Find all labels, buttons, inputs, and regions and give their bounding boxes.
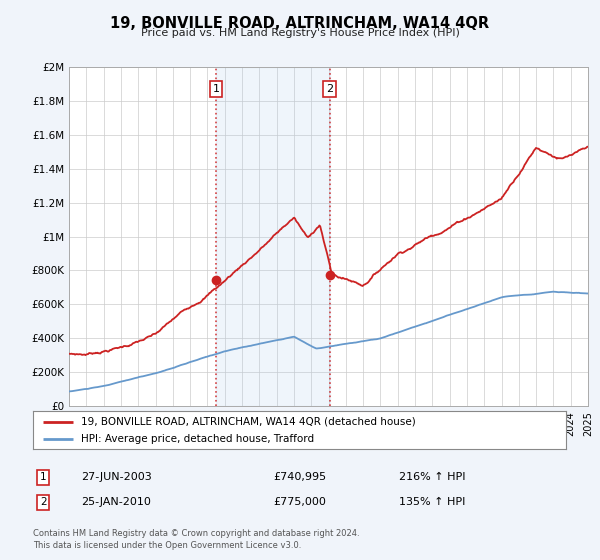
Text: £775,000: £775,000 [273, 497, 326, 507]
Text: Price paid vs. HM Land Registry's House Price Index (HPI): Price paid vs. HM Land Registry's House … [140, 28, 460, 38]
Text: 19, BONVILLE ROAD, ALTRINCHAM, WA14 4QR (detached house): 19, BONVILLE ROAD, ALTRINCHAM, WA14 4QR … [81, 417, 416, 427]
Text: 27-JUN-2003: 27-JUN-2003 [81, 472, 152, 482]
Text: £740,995: £740,995 [273, 472, 326, 482]
Text: 135% ↑ HPI: 135% ↑ HPI [399, 497, 466, 507]
Text: 2: 2 [326, 84, 333, 94]
Text: 1: 1 [40, 472, 47, 482]
Text: 19, BONVILLE ROAD, ALTRINCHAM, WA14 4QR: 19, BONVILLE ROAD, ALTRINCHAM, WA14 4QR [110, 16, 490, 31]
Bar [216, 67, 330, 406]
Text: 2: 2 [40, 497, 47, 507]
Text: Contains HM Land Registry data © Crown copyright and database right 2024.
This d: Contains HM Land Registry data © Crown c… [33, 529, 359, 550]
Text: 1: 1 [212, 84, 220, 94]
Text: 25-JAN-2010: 25-JAN-2010 [81, 497, 151, 507]
Text: 216% ↑ HPI: 216% ↑ HPI [399, 472, 466, 482]
Text: HPI: Average price, detached house, Trafford: HPI: Average price, detached house, Traf… [81, 434, 314, 444]
